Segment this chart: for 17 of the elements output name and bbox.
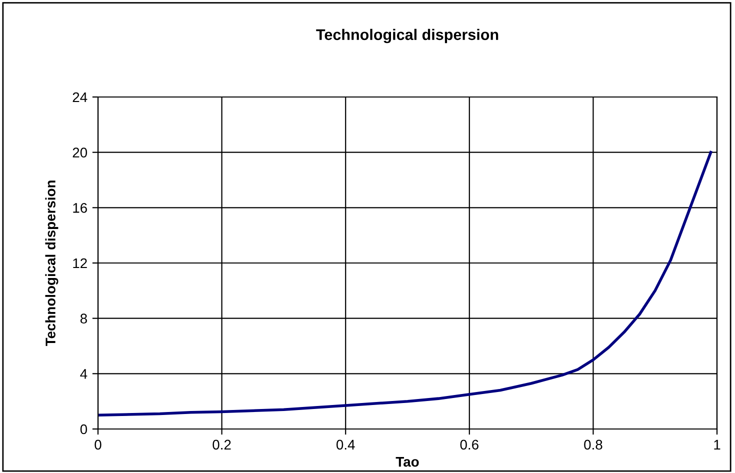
x-tick-label: 0.4 <box>336 440 355 450</box>
x-tick-label: 0 <box>94 440 102 450</box>
x-tick-label: 0.2 <box>212 440 231 450</box>
y-tick-label: 8 <box>80 314 87 324</box>
y-axis-title: Technological dispersion <box>45 180 58 346</box>
x-tick-label: 1 <box>714 440 720 450</box>
y-tick-label: 16 <box>73 203 87 213</box>
line-series <box>98 150 712 417</box>
y-tick-label: 24 <box>72 92 88 102</box>
x-axis-title: Tao <box>396 457 419 467</box>
y-tick-label: 20 <box>72 148 88 158</box>
y-tick-label: 0 <box>80 424 88 434</box>
y-tick-label: 4 <box>80 369 88 379</box>
y-tick-label: 12 <box>73 258 87 268</box>
x-tick-label: 0.8 <box>584 440 602 450</box>
chart-title: Technological dispersion <box>316 28 498 44</box>
x-tick-label: 0.6 <box>460 440 478 450</box>
